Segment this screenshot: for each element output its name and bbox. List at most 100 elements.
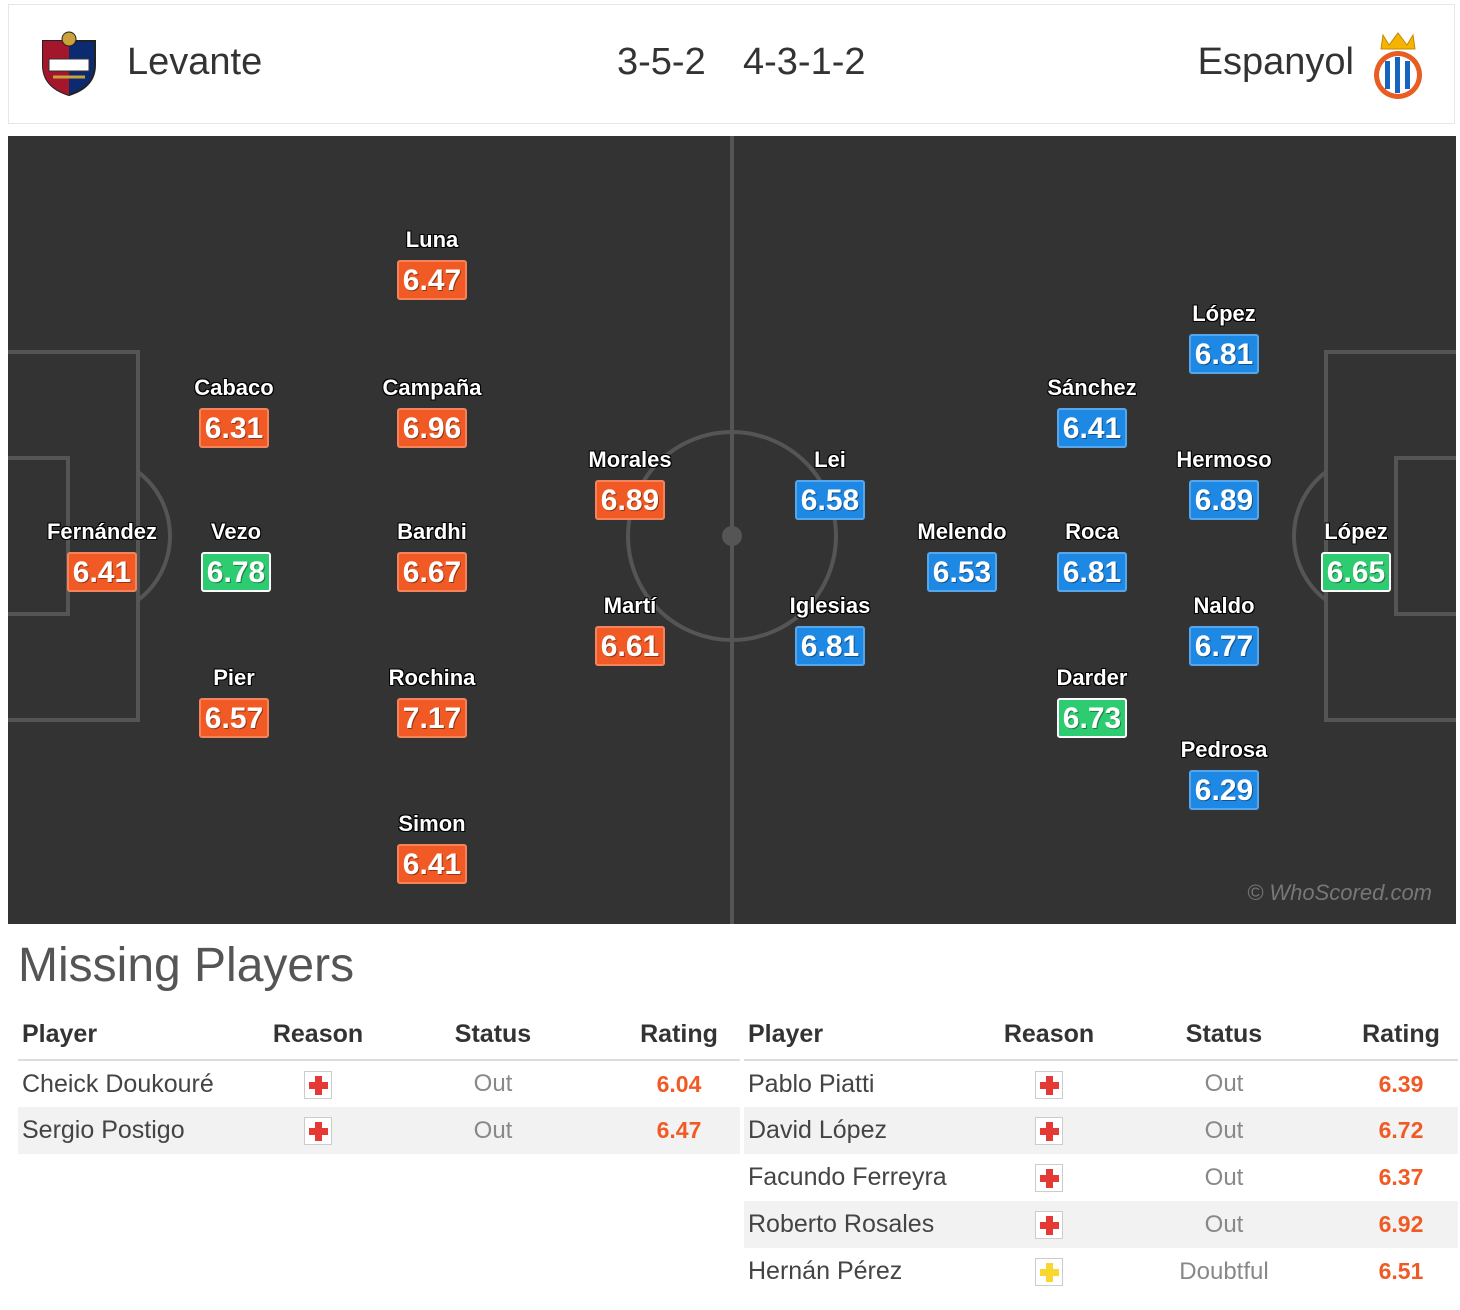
player-rating: 6.41 [396, 844, 468, 884]
away-missing-table: Player Reason Status Rating Pablo Piatti… [744, 1010, 1458, 1295]
player-pier[interactable]: Pier 6.57 [159, 664, 309, 738]
table-row: Roberto Rosales Out 6.92 [744, 1201, 1458, 1248]
missing-rating: 6.04 [656, 1070, 702, 1097]
injury-icon[interactable] [1035, 1117, 1063, 1146]
table-row: Sergio Postigo Out 6.47 [18, 1107, 740, 1154]
player-name: Pedrosa [1180, 737, 1268, 762]
injury-icon[interactable] [1035, 1164, 1063, 1193]
header-rating[interactable]: Rating [618, 1010, 740, 1061]
table-row: Facundo Ferreyra Out 6.37 [744, 1154, 1458, 1201]
player-sanchez[interactable]: Sánchez 6.41 [1017, 374, 1167, 448]
player-name: Melendo [917, 519, 1007, 544]
player-name: Hermoso [1176, 447, 1272, 472]
player-name: López [1324, 519, 1388, 544]
missing-player-name[interactable]: Facundo Ferreyra [748, 1163, 947, 1191]
table-header-row: Player Reason Status Rating [744, 1010, 1458, 1061]
missing-status: Out [1104, 1107, 1344, 1154]
watermark: © WhoScored.com [1247, 880, 1432, 905]
player-rating: 6.61 [594, 626, 666, 666]
injury-icon[interactable] [1035, 1211, 1063, 1240]
player-name: Martí [603, 593, 657, 618]
away-formation: 4-3-1-2 [743, 41, 866, 83]
match-header: Levante 3-5-2 4-3-1-2 Espanyol [8, 4, 1455, 124]
player-marti[interactable]: Martí 6.61 [555, 592, 705, 666]
player-lei[interactable]: Lei 6.58 [755, 446, 905, 520]
header-status[interactable]: Status [1104, 1010, 1344, 1061]
player-rating: 6.67 [396, 552, 468, 592]
missing-player-name[interactable]: Cheick Doukouré [22, 1069, 214, 1098]
player-name: Cabaco [194, 375, 274, 400]
player-lopez-gk[interactable]: López 6.65 [1281, 518, 1431, 592]
player-name: Lei [814, 447, 846, 472]
player-campana[interactable]: Campaña 6.96 [357, 374, 507, 448]
missing-rating: 6.51 [1378, 1258, 1424, 1284]
home-missing-table: Player Reason Status Rating Cheick Douko… [18, 1010, 740, 1154]
player-morales[interactable]: Morales 6.89 [555, 446, 705, 520]
table-row: Hernán Pérez Doubtful 6.51 [744, 1248, 1458, 1295]
player-name: Sánchez [1047, 375, 1137, 400]
header-reason[interactable]: Reason [268, 1010, 368, 1061]
header-status[interactable]: Status [368, 1010, 618, 1061]
missing-status: Doubtful [1179, 1257, 1269, 1285]
missing-player-name[interactable]: Hernán Pérez [748, 1257, 903, 1285]
missing-rating: 6.37 [1378, 1164, 1424, 1190]
player-rating: 6.53 [926, 552, 998, 592]
player-rating: 6.31 [198, 408, 270, 448]
player-simon[interactable]: Simon 6.41 [357, 810, 507, 884]
missing-status: Out [1204, 1163, 1244, 1191]
player-darder[interactable]: Darder 6.73 [1017, 664, 1167, 738]
player-name: Fernández [46, 519, 158, 544]
player-lopez[interactable]: López 6.81 [1149, 300, 1299, 374]
levante-crest-icon[interactable] [37, 31, 101, 97]
header-rating[interactable]: Rating [1344, 1010, 1458, 1061]
player-rating: 6.73 [1056, 698, 1128, 738]
player-name: Vezo [210, 519, 262, 544]
table-row: Cheick Doukouré Out 6.04 [18, 1060, 740, 1107]
missing-player-name[interactable]: Pablo Piatti [748, 1069, 875, 1098]
header-player[interactable]: Player [18, 1010, 268, 1061]
player-name: Bardhi [397, 519, 467, 544]
player-rating: 6.89 [594, 480, 666, 520]
away-team-name[interactable]: Espanyol [1197, 41, 1354, 83]
injury-icon[interactable] [1035, 1070, 1063, 1099]
doubtful-icon[interactable] [1035, 1258, 1063, 1287]
header-player[interactable]: Player [744, 1010, 994, 1061]
pitch-markings [8, 136, 1456, 924]
player-name: Morales [588, 447, 672, 472]
missing-rating: 6.47 [618, 1107, 740, 1154]
player-bardhi[interactable]: Bardhi 6.67 [357, 518, 507, 592]
missing-status: Out [368, 1107, 618, 1154]
missing-player-name[interactable]: Sergio Postigo [18, 1107, 268, 1154]
player-name: Iglesias [789, 593, 871, 618]
player-hermoso[interactable]: Hermoso 6.89 [1149, 446, 1299, 520]
player-rating: 6.41 [1056, 408, 1128, 448]
injury-icon[interactable] [304, 1070, 332, 1099]
player-naldo[interactable]: Naldo 6.77 [1149, 592, 1299, 666]
player-iglesias[interactable]: Iglesias 6.81 [755, 592, 905, 666]
player-rating: 6.29 [1188, 770, 1260, 810]
player-rating: 6.41 [66, 552, 138, 592]
home-team-name[interactable]: Levante [127, 41, 263, 83]
player-rating: 6.81 [794, 626, 866, 666]
player-name: Naldo [1193, 593, 1255, 618]
missing-status: Out [473, 1070, 513, 1097]
player-rating: 6.81 [1056, 552, 1128, 592]
missing-rating: 6.39 [1378, 1070, 1424, 1097]
player-rating: 6.77 [1188, 626, 1260, 666]
espanyol-crest-icon[interactable] [1369, 31, 1427, 101]
player-name: López [1192, 301, 1256, 326]
injury-icon[interactable] [304, 1117, 332, 1146]
player-rating: 6.58 [794, 480, 866, 520]
player-vezo[interactable]: Vezo 6.78 [161, 518, 311, 592]
player-melendo[interactable]: Melendo 6.53 [887, 518, 1037, 592]
player-pedrosa[interactable]: Pedrosa 6.29 [1149, 736, 1299, 810]
player-roca[interactable]: Roca 6.81 [1017, 518, 1167, 592]
header-reason[interactable]: Reason [994, 1010, 1104, 1061]
player-luna[interactable]: Luna 6.47 [357, 226, 507, 300]
player-fernandez[interactable]: Fernández 6.41 [27, 518, 177, 592]
missing-player-name[interactable]: David López [744, 1107, 994, 1154]
missing-player-name[interactable]: Roberto Rosales [744, 1201, 994, 1248]
player-name: Roca [1065, 519, 1119, 544]
player-rochina[interactable]: Rochina 7.17 [357, 664, 507, 738]
player-cabaco[interactable]: Cabaco 6.31 [159, 374, 309, 448]
